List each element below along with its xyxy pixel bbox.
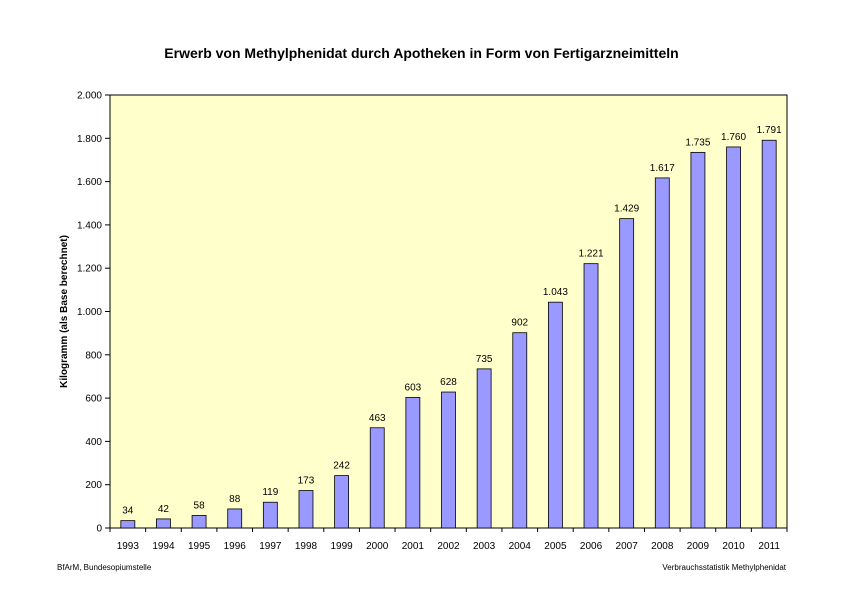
data-label: 1.735 <box>685 137 710 148</box>
y-tick-label: 800 <box>85 350 102 361</box>
x-tick-label: 1995 <box>188 541 211 552</box>
data-label: 1.043 <box>543 287 568 298</box>
x-tick-label: 2002 <box>437 541 460 552</box>
data-label: 1.617 <box>650 163 675 174</box>
y-tick-label: 0 <box>96 524 102 535</box>
y-tick-label: 400 <box>85 437 102 448</box>
y-axis-label: Kilogramm (als Base berechnet) <box>59 235 70 388</box>
data-label: 173 <box>298 476 315 487</box>
data-label: 463 <box>369 413 386 424</box>
bar-1995 <box>191 515 207 529</box>
data-label: 42 <box>158 504 170 515</box>
bar-1998 <box>298 490 314 529</box>
bar-1994 <box>156 518 171 529</box>
x-tick-label: 2001 <box>402 541 425 552</box>
data-label: 628 <box>440 377 457 388</box>
y-tick-label: 600 <box>85 394 102 405</box>
data-label: 902 <box>511 318 528 329</box>
y-tick-label: 1.400 <box>77 220 102 231</box>
value-labels: 34 42 58 88 119 173 242 463 603 628 735 902 1.043 1.2… <box>122 125 782 516</box>
bar-2003 <box>476 368 492 529</box>
y-tick-label: 1.600 <box>77 177 102 188</box>
bar-2004 <box>512 332 528 529</box>
y-axis: 0 200 400 600 800 1.000 1.200 1.400 1.600 1.800 2.… <box>77 91 110 535</box>
x-tick-label: 2006 <box>580 541 603 552</box>
x-tick-label: 2008 <box>651 541 674 552</box>
x-tick-label: 1993 <box>117 541 140 552</box>
x-tick-label: 1994 <box>152 541 175 552</box>
y-tick-label: 1.200 <box>77 264 102 275</box>
x-tick-label: 1999 <box>330 541 353 552</box>
data-label: 58 <box>194 500 206 511</box>
data-label: 1.760 <box>721 132 746 143</box>
bar-2007 <box>619 218 635 529</box>
x-tick-label: 2010 <box>722 541 745 552</box>
x-tick-label: 2003 <box>473 541 496 552</box>
bar-2011 <box>761 139 777 529</box>
footer-caption: Verbrauchsstatistik Methylphenidat <box>662 563 786 572</box>
data-label: 119 <box>262 487 278 498</box>
x-tick-label: 2009 <box>687 541 710 552</box>
bar-1997 <box>262 501 278 529</box>
bar-2000 <box>369 427 385 529</box>
data-label: 1.221 <box>579 249 604 260</box>
bar-1999 <box>334 475 350 529</box>
bar-1993 <box>120 520 136 529</box>
x-tick-label: 2004 <box>509 541 532 552</box>
y-tick-label: 2.000 <box>77 91 102 102</box>
data-label: 603 <box>405 382 422 393</box>
x-tick-label: 2011 <box>758 541 780 552</box>
bar-2010 <box>726 146 741 529</box>
bar-1996 <box>227 508 243 529</box>
bars <box>120 139 777 529</box>
data-label: 1.791 <box>757 125 782 136</box>
footer-source: BfArM, Bundesopiumstelle <box>57 563 152 572</box>
bar-2001 <box>405 397 421 529</box>
bar-2005 <box>547 301 563 529</box>
x-tick-label: 2005 <box>544 541 567 552</box>
x-axis: 1993 1994 1995 1996 1997 1998 1999 2000 2001 2002… <box>109 528 788 552</box>
y-tick-label: 1.000 <box>77 307 102 318</box>
x-tick-label: 1997 <box>259 541 282 552</box>
bar-2002 <box>441 391 456 529</box>
y-tick-label: 1.800 <box>77 134 102 145</box>
data-label: 1.429 <box>614 204 639 215</box>
x-tick-label: 1996 <box>224 541 247 552</box>
chart-title: Erwerb von Methylphenidat durch Apotheke… <box>164 45 679 61</box>
data-label: 735 <box>476 354 493 365</box>
bar-2009 <box>690 151 706 529</box>
data-label: 88 <box>229 494 241 505</box>
bar-2006 <box>583 263 599 529</box>
x-tick-label: 1998 <box>295 541 318 552</box>
x-tick-label: 2007 <box>616 541 639 552</box>
data-label: 242 <box>333 461 350 472</box>
bar-2008 <box>654 177 670 529</box>
x-tick-label: 2000 <box>366 541 389 552</box>
y-tick-label: 200 <box>85 480 102 491</box>
data-label: 34 <box>122 506 134 517</box>
